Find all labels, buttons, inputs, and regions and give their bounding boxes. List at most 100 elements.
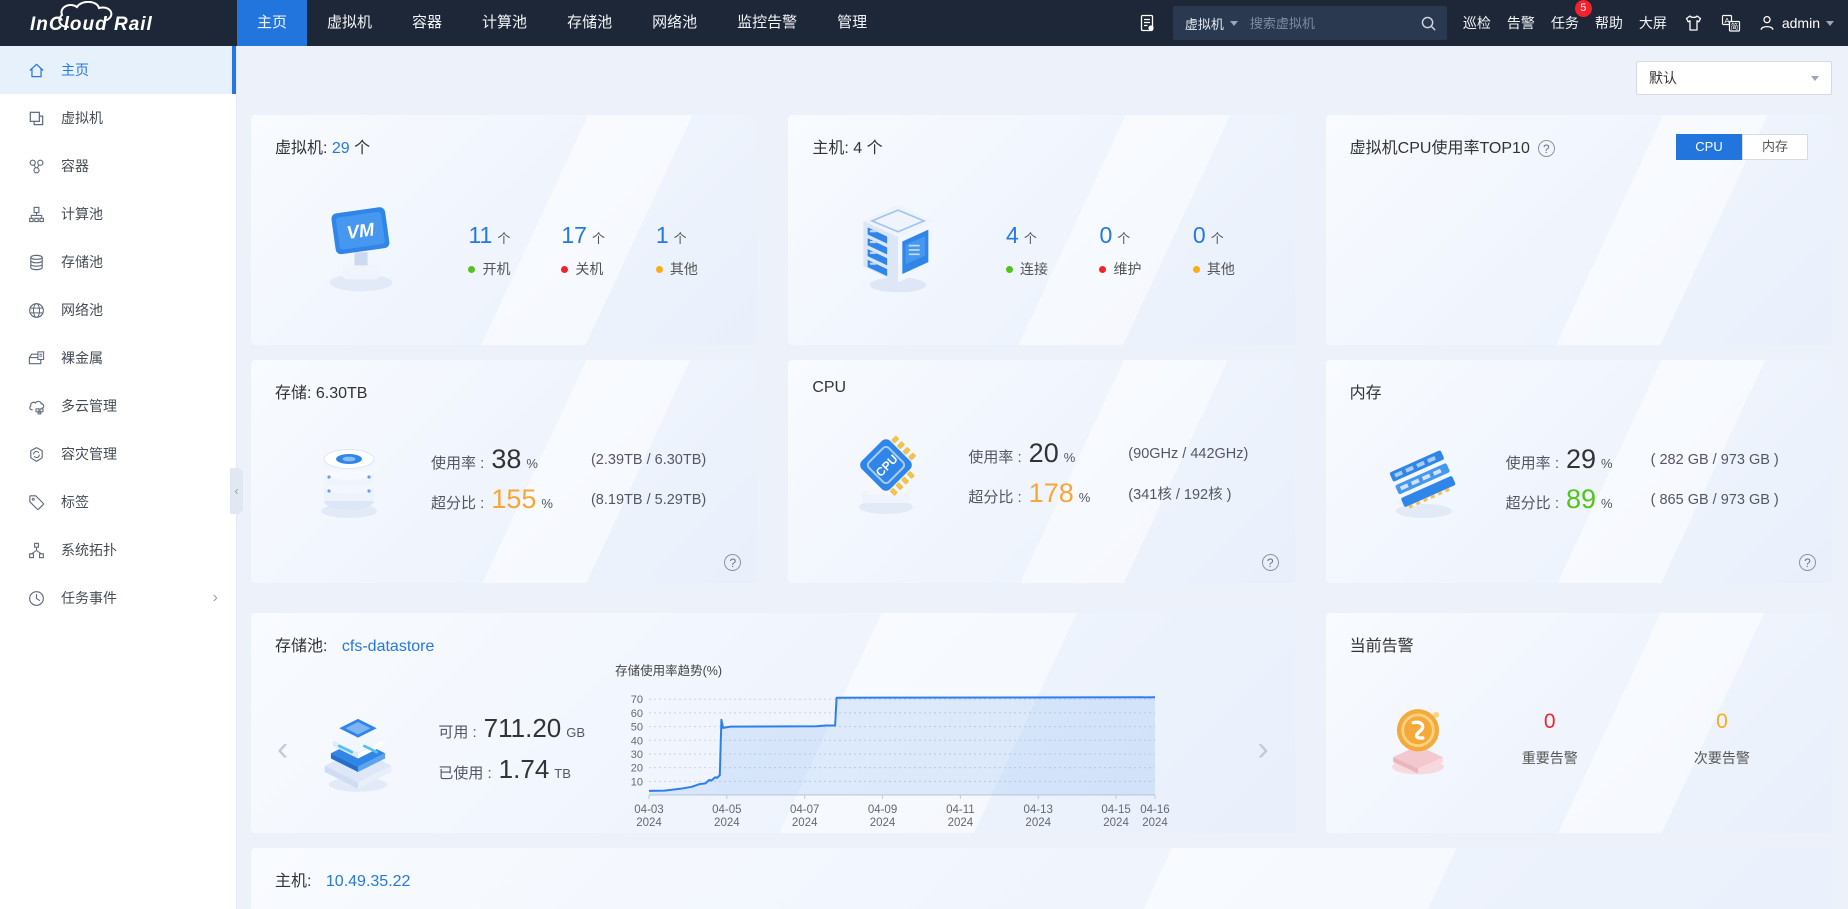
svg-text:04-15: 04-15 [1101,804,1130,816]
chevron-down-icon [1826,20,1834,26]
theme-skin-icon[interactable] [1683,13,1704,33]
nav-link-help[interactable]: 帮助 [1594,15,1623,31]
host-detail-title: 主机: 10.49.35.22 [275,873,411,890]
svg-text:2024: 2024 [1025,817,1051,829]
nav-link-tasks-label: 任务 [1550,15,1579,31]
svg-text:2024: 2024 [948,817,974,829]
top10-toggle-cpu[interactable]: CPU [1676,134,1742,160]
main-nav: 主页 虚拟机 容器 计算池 存储池 网络池 监控告警 管理 [237,0,887,46]
compute-pool-icon [27,205,46,224]
nav-item-compute-pool[interactable]: 计算池 [482,14,528,31]
host-detail-link[interactable]: 10.49.35.22 [325,873,411,890]
sidebar-collapse-handle[interactable]: ‹ [230,468,243,514]
nav-link-alarm[interactable]: 告警 [1506,15,1535,31]
carousel-prev-icon[interactable]: ‹ [277,730,289,768]
storage-pool-title: 存储池: cfs-datastore [275,638,435,655]
help-icon[interactable]: ? [1799,554,1816,571]
status-dot-red [1099,265,1107,273]
cpu-overcommit-detail: (341核 / 192核 ) [1128,487,1232,503]
view-select[interactable]: 默认 [1636,61,1832,95]
app-logo-text: InCloud Rail [30,14,153,35]
sidebar-item-network-pool[interactable]: 网络池 [0,286,236,334]
storage-pool-link[interactable]: cfs-datastore [341,638,435,655]
global-search: 虚拟机 [1172,6,1447,40]
nav-link-tasks[interactable]: 任务 5 [1550,0,1592,33]
sidebar-item-topology[interactable]: 系统拓扑 [0,526,236,574]
top10-card-title: 虚拟机CPU使用率TOP10? [1350,134,1555,158]
memory-stats: 使用率 :29% ( 282 GB / 973 GB ) 超分比 :89% ( … [1505,444,1779,514]
sidebar-item-container[interactable]: 容器 [0,142,236,190]
vm-total-count: 29 [331,140,350,157]
task-events-icon [27,589,46,608]
sidebar-item-label: 任务事件 [61,590,117,606]
search-scope-select[interactable]: 虚拟机 [1173,14,1250,33]
sidebar-item-compute-pool[interactable]: 计算池 [0,190,236,238]
user-avatar-icon [1760,15,1774,30]
sidebar-item-home[interactable]: 主页 [0,46,236,94]
sidebar-item-label: 标签 [61,494,89,510]
carousel-next-icon[interactable]: › [1257,730,1269,768]
nav-item-home[interactable]: 主页 [237,0,308,46]
status-dot-green [468,265,476,273]
help-icon[interactable]: ? [1261,554,1279,571]
top10-toggle-memory[interactable]: 内存 [1742,134,1808,160]
bare-metal-icon [27,349,46,368]
sidebar-item-disaster-recovery[interactable]: 容灾管理 [0,430,236,478]
svg-text:20: 20 [631,763,643,775]
memory-overcommit-detail: ( 865 GB / 973 GB ) [1650,491,1779,508]
top10-chart-empty [1350,160,1808,310]
nav-link-inspection[interactable]: 巡检 [1462,15,1491,31]
disaster-recovery-icon [27,445,46,464]
nav-item-admin[interactable]: 管理 [837,14,868,31]
sidebar-item-label: 虚拟机 [61,110,103,126]
svg-text:04-05: 04-05 [712,804,741,816]
search-input[interactable] [1249,15,1410,31]
sidebar-item-label: 容器 [61,158,89,174]
nav-item-container[interactable]: 容器 [412,14,443,31]
nav-item-storage-pool[interactable]: 存储池 [567,14,613,31]
multicloud-icon [27,397,46,416]
sidebar-item-tags[interactable]: 标签 [0,478,236,526]
vm-summary-card: 虚拟机: 29 个 VM 11 个 开机 17 个 [251,115,757,345]
critical-alerts-count: 0 [1543,709,1556,733]
search-scope-value: 虚拟机 [1184,16,1224,32]
nav-item-monitor-alarm[interactable]: 监控告警 [737,14,798,31]
cpu-stats: 使用率 :20% (90GHz / 442GHz) 超分比 :178% (341… [968,438,1249,508]
sidebar-item-storage-pool[interactable]: 存储池 [0,238,236,286]
storage-pool-icon [308,697,408,802]
search-icon[interactable] [1410,15,1447,32]
task-count-badge: 5 [1574,0,1592,17]
svg-text:2024: 2024 [1103,817,1129,829]
alert-stats: 0 重要告警 0 次要告警 [1464,710,1808,768]
status-dot-red [561,265,569,273]
svg-text:2024: 2024 [714,817,740,829]
nav-item-network-pool[interactable]: 网络池 [652,14,698,31]
svg-text:2024: 2024 [1142,817,1168,829]
report-icon[interactable] [1137,13,1157,33]
app-logo[interactable]: InCloud Rail [0,0,237,46]
minor-alerts-count: 0 [1716,709,1728,733]
svg-text:2024: 2024 [636,817,662,829]
help-icon[interactable]: ? [724,554,742,571]
nav-link-bigscreen[interactable]: 大屏 [1638,15,1667,31]
status-dot-yellow [655,265,663,273]
sidebar-item-vm[interactable]: 虚拟机 [0,94,236,142]
user-menu[interactable]: admin [1758,14,1834,32]
vm-card-title: 虚拟机: 29 个 [275,140,371,157]
pool-available-value: 711.20 [483,713,562,743]
sidebar-item-task-events[interactable]: 任务事件 › [0,574,236,622]
svg-text:2024: 2024 [792,817,818,829]
help-icon[interactable]: ? [1537,140,1555,157]
storage-disks-icon [301,429,397,530]
sidebar-item-multicloud[interactable]: 多云管理 [0,382,236,430]
nav-item-vm[interactable]: 虚拟机 [327,14,373,31]
svg-text:50: 50 [631,722,643,734]
svg-text:VM: VM [345,218,376,243]
host-server-icon [846,196,950,305]
sidebar-item-bare-metal[interactable]: 裸金属 [0,334,236,382]
